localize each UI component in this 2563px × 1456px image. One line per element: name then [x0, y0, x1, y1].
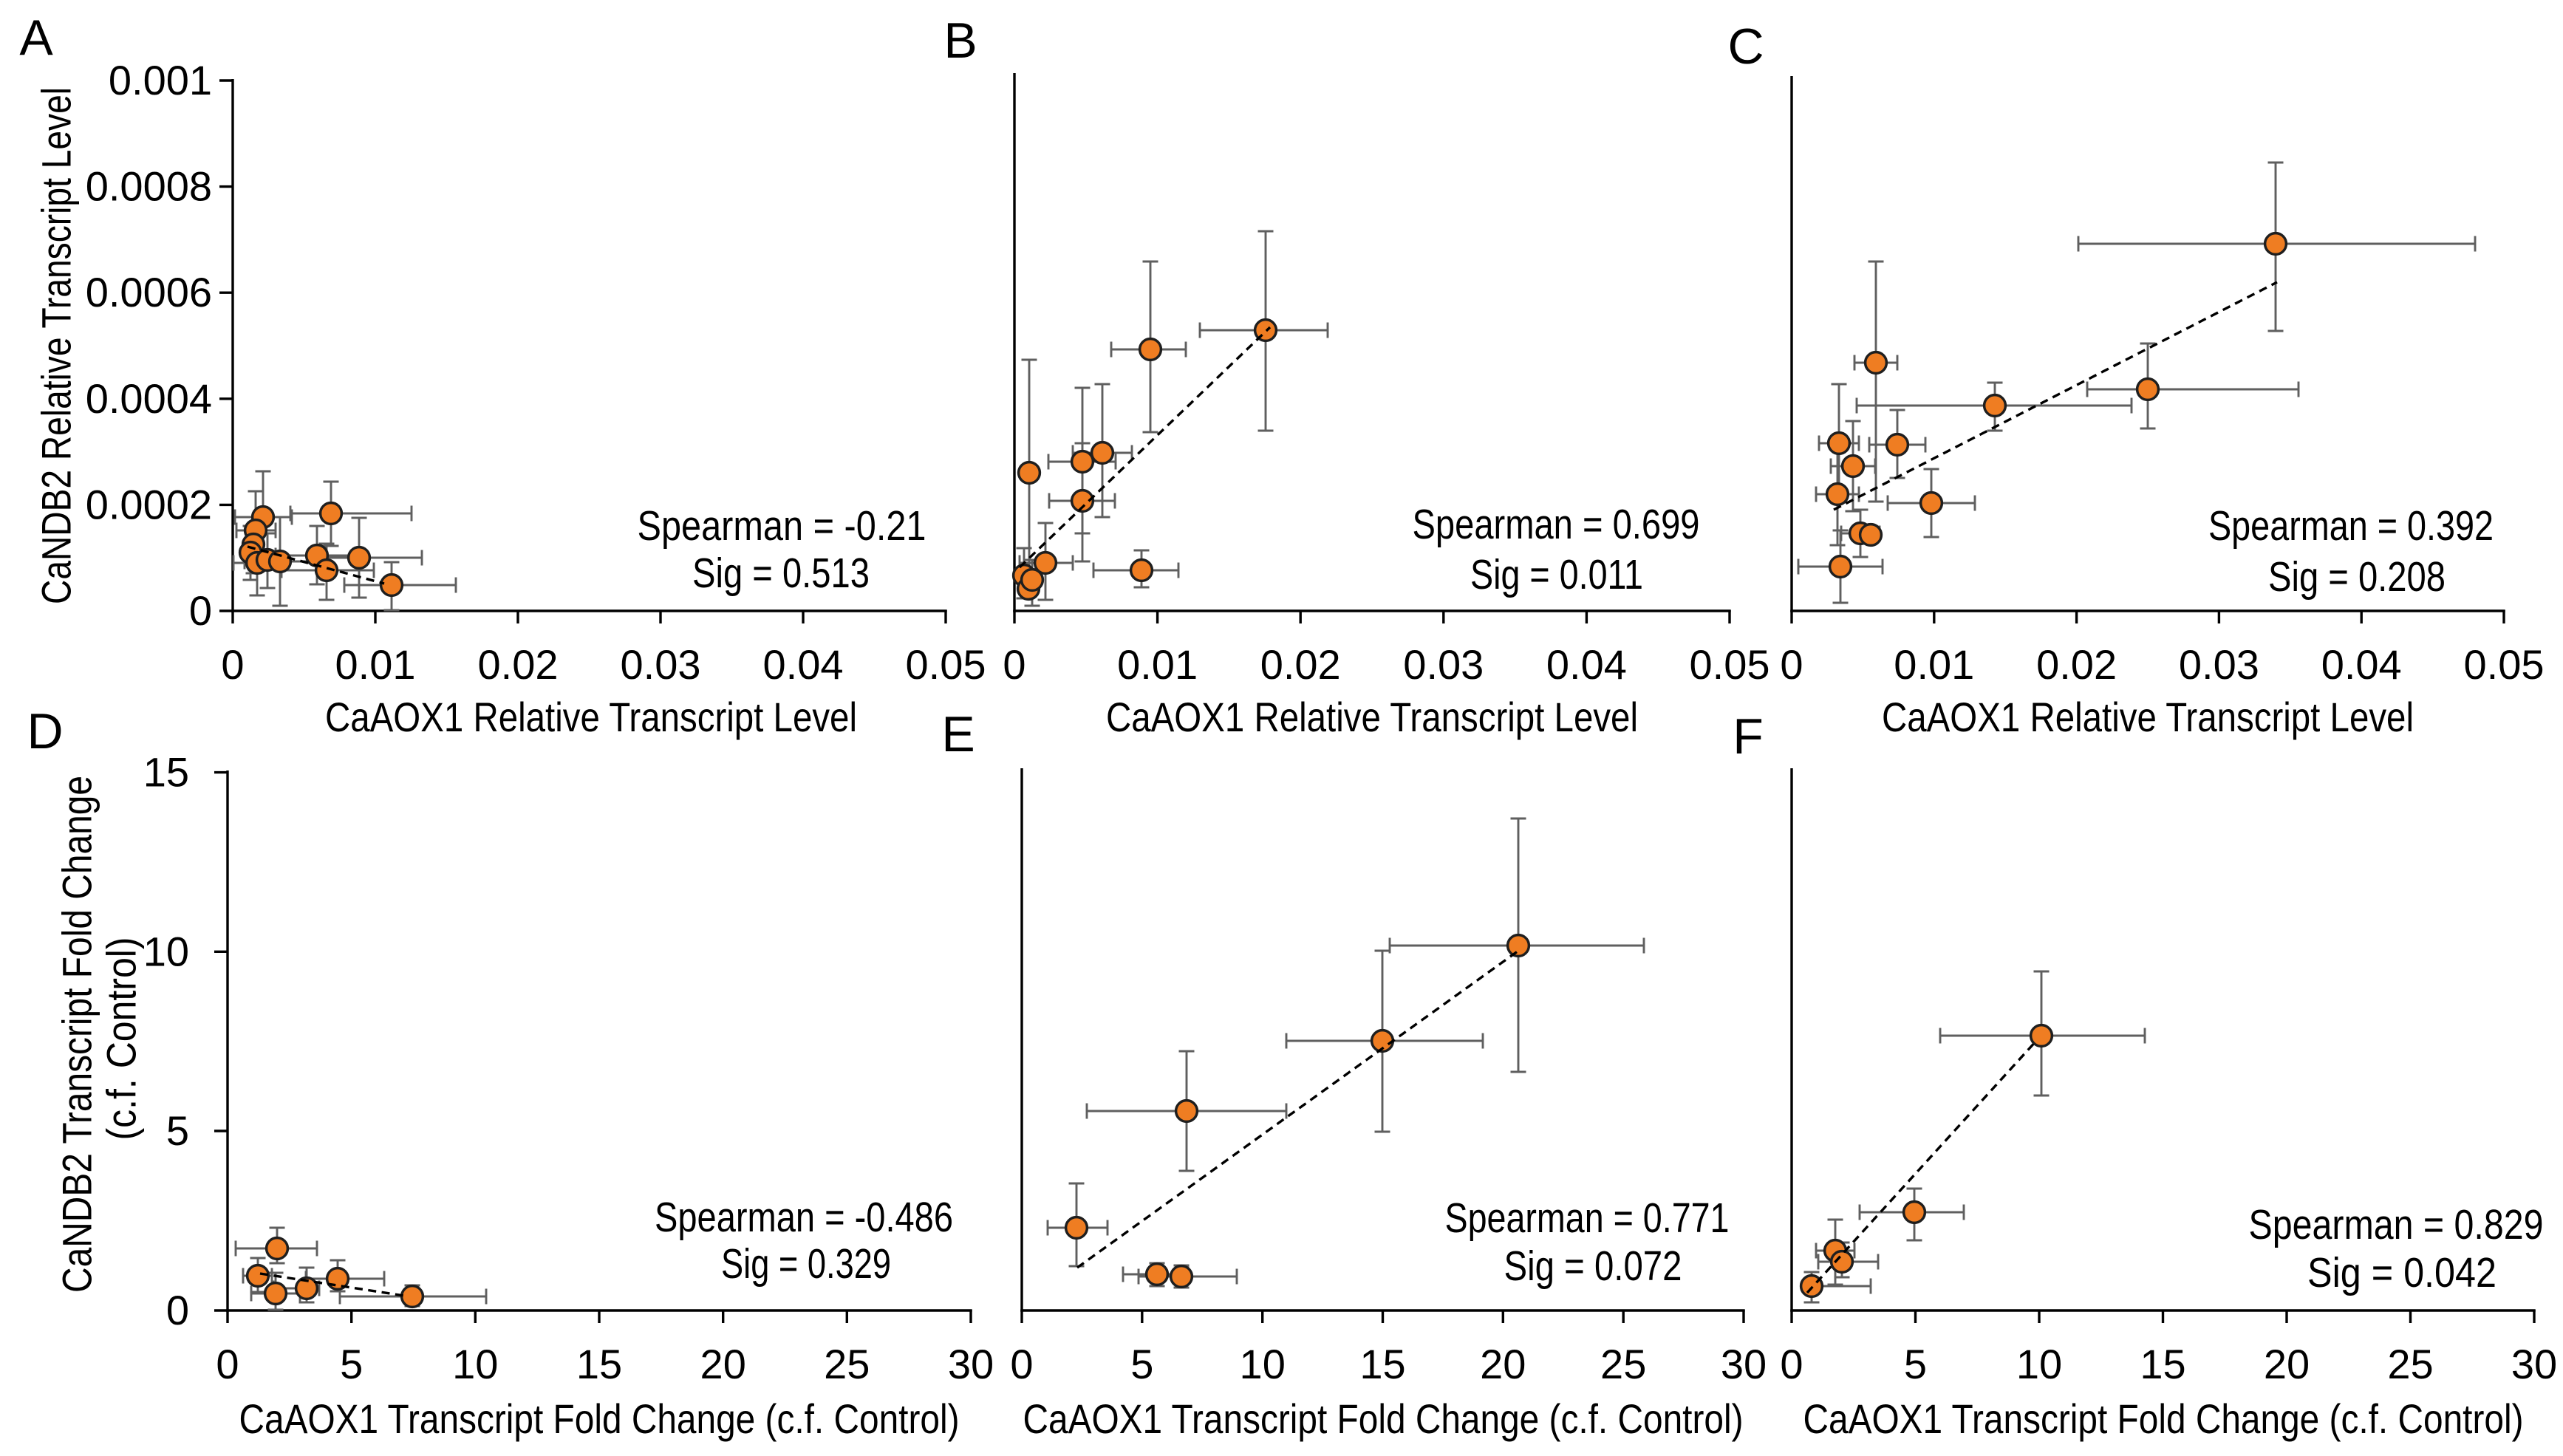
svg-text:0: 0 — [221, 641, 244, 688]
svg-text:30: 30 — [2511, 1341, 2557, 1387]
svg-text:0.02: 0.02 — [2036, 641, 2117, 688]
svg-text:Spearman = 0.392: Spearman = 0.392 — [2208, 502, 2494, 550]
svg-text:0: 0 — [1780, 641, 1803, 688]
svg-text:10: 10 — [452, 1341, 498, 1387]
svg-text:0.0006: 0.0006 — [86, 269, 212, 315]
svg-text:Sig = 0.072: Sig = 0.072 — [1504, 1243, 1682, 1290]
svg-text:F: F — [1733, 708, 1764, 765]
svg-text:10: 10 — [143, 928, 189, 974]
svg-text:0.05: 0.05 — [906, 641, 986, 688]
svg-text:Sig = 0.513: Sig = 0.513 — [692, 550, 870, 597]
svg-text:0: 0 — [189, 587, 212, 634]
svg-text:CaAOX1 Transcript Fold Change: CaAOX1 Transcript Fold Change (c.f. Cont… — [239, 1395, 960, 1442]
svg-text:B: B — [943, 13, 977, 69]
svg-text:0.05: 0.05 — [2464, 641, 2545, 688]
svg-text:0: 0 — [166, 1287, 189, 1333]
svg-text:Sig = 0.042: Sig = 0.042 — [2307, 1249, 2497, 1296]
svg-text:15: 15 — [2140, 1341, 2185, 1387]
svg-text:0.001: 0.001 — [109, 57, 212, 103]
svg-text:0.04: 0.04 — [1546, 641, 1627, 688]
svg-text:CaAOX1 Transcript Fold Change: CaAOX1 Transcript Fold Change (c.f. Cont… — [1803, 1395, 2524, 1442]
svg-text:Spearman = -0.486: Spearman = -0.486 — [655, 1194, 953, 1241]
svg-text:CaAOX1 Relative Transcript Lev: CaAOX1 Relative Transcript Level — [1882, 694, 2414, 740]
svg-text:15: 15 — [1359, 1341, 1405, 1387]
svg-text:10: 10 — [1240, 1341, 1286, 1387]
svg-text:0.01: 0.01 — [1894, 641, 1974, 688]
svg-text:0.0004: 0.0004 — [86, 375, 212, 422]
svg-text:20: 20 — [1480, 1341, 1526, 1387]
svg-text:15: 15 — [576, 1341, 622, 1387]
svg-text:Sig = 0.329: Sig = 0.329 — [721, 1240, 891, 1288]
svg-text:Spearman = -0.21: Spearman = -0.21 — [638, 502, 926, 550]
svg-text:25: 25 — [1600, 1341, 1646, 1387]
svg-text:20: 20 — [700, 1341, 746, 1387]
svg-text:0.03: 0.03 — [1403, 641, 1484, 688]
svg-text:25: 25 — [824, 1341, 870, 1387]
svg-text:0.0002: 0.0002 — [86, 481, 212, 527]
svg-text:5: 5 — [340, 1341, 363, 1387]
svg-text:0.04: 0.04 — [763, 641, 844, 688]
svg-text:E: E — [941, 706, 975, 762]
svg-text:CaAOX1 Relative Transcript Lev: CaAOX1 Relative Transcript Level — [325, 694, 857, 740]
svg-text:5: 5 — [1130, 1341, 1153, 1387]
svg-text:0.03: 0.03 — [2179, 641, 2259, 688]
svg-text:CaAOX1 Transcript Fold Change: CaAOX1 Transcript Fold Change (c.f. Cont… — [1023, 1395, 1744, 1442]
svg-text:0.04: 0.04 — [2321, 641, 2402, 688]
svg-text:Sig = 0.011: Sig = 0.011 — [1470, 551, 1643, 598]
svg-text:(c.f. Control): (c.f. Control) — [98, 937, 145, 1141]
svg-text:Spearman = 0.829: Spearman = 0.829 — [2249, 1201, 2544, 1248]
svg-text:0.01: 0.01 — [335, 641, 416, 688]
svg-text:C: C — [1727, 18, 1764, 75]
svg-text:CaNDB2 Transcript Fold Change: CaNDB2 Transcript Fold Change — [54, 776, 100, 1293]
svg-text:30: 30 — [948, 1341, 994, 1387]
svg-text:CaAOX1 Relative Transcript Lev: CaAOX1 Relative Transcript Level — [1106, 694, 1638, 740]
svg-text:0: 0 — [1003, 641, 1025, 688]
svg-text:0.0008: 0.0008 — [86, 163, 212, 210]
svg-text:Sig = 0.208: Sig = 0.208 — [2268, 553, 2446, 601]
svg-text:A: A — [19, 10, 53, 66]
svg-text:0: 0 — [1010, 1341, 1033, 1387]
svg-text:5: 5 — [166, 1107, 189, 1154]
svg-text:5: 5 — [1904, 1341, 1927, 1387]
svg-text:0: 0 — [216, 1341, 239, 1387]
svg-text:0.03: 0.03 — [621, 641, 701, 688]
svg-text:0: 0 — [1780, 1341, 1803, 1387]
svg-text:25: 25 — [2387, 1341, 2433, 1387]
svg-text:Spearman = 0.699: Spearman = 0.699 — [1413, 501, 1700, 548]
svg-text:D: D — [27, 703, 63, 759]
svg-text:30: 30 — [1721, 1341, 1767, 1387]
svg-text:0.02: 0.02 — [1260, 641, 1341, 688]
svg-text:0.05: 0.05 — [1690, 641, 1770, 688]
svg-text:10: 10 — [2016, 1341, 2062, 1387]
svg-text:20: 20 — [2264, 1341, 2310, 1387]
svg-text:CaNDB2 Relative Transcript Lev: CaNDB2 Relative Transcript Level — [33, 87, 80, 604]
svg-text:15: 15 — [143, 749, 189, 796]
svg-text:Spearman = 0.771: Spearman = 0.771 — [1445, 1194, 1730, 1242]
svg-text:0.02: 0.02 — [478, 641, 559, 688]
svg-text:0.01: 0.01 — [1117, 641, 1198, 688]
